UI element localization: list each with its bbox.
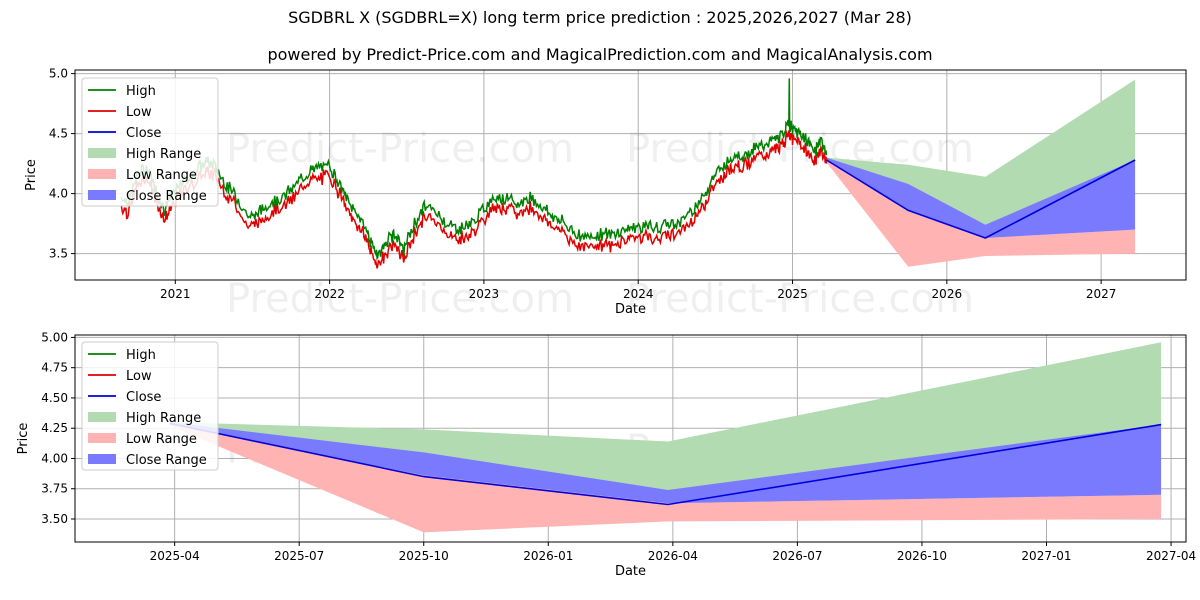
x-tick-label: 2026 <box>932 287 963 301</box>
y-tick-label: 4.25 <box>41 421 68 435</box>
close-range-band <box>169 422 1162 504</box>
watermark: Predict-Price.com <box>226 126 574 172</box>
close-forecast-line <box>169 422 1162 506</box>
watermark: Predict-Price.com <box>226 276 574 322</box>
high-price-line <box>120 78 828 261</box>
legend-high-label: High <box>126 348 156 363</box>
x-tick-label: 2024 <box>623 287 654 301</box>
x-tick-label: 2027 <box>1086 287 1117 301</box>
x-tick-label: 2025-07 <box>274 549 324 563</box>
y-tick-label: 5.0 <box>49 67 68 81</box>
y-tick-label: 4.0 <box>49 187 68 201</box>
x-tick-label: 2026-04 <box>648 549 698 563</box>
legend-high-range-label: High Range <box>126 147 201 162</box>
y-tick-label: 4.75 <box>41 361 68 375</box>
x-tick-label: 2021 <box>160 287 191 301</box>
legend-low-range-label: Low Range <box>126 168 197 183</box>
x-tick-label: 2027-01 <box>1021 549 1071 563</box>
legend-low-range-label: Low Range <box>126 432 197 447</box>
watermark: Predict-Price.com <box>626 276 974 322</box>
plot-frame <box>74 69 1187 281</box>
y-axis-label: Price <box>24 159 39 191</box>
x-axis-label: Date <box>615 564 646 579</box>
y-tick-label: 4.00 <box>41 451 68 465</box>
legend-close-label: Close <box>126 126 161 141</box>
legend-close-range-label: Close Range <box>126 189 207 204</box>
y-tick-label: 3.75 <box>41 482 68 496</box>
y-tick-label: 3.5 <box>49 247 68 261</box>
chart-title: SGDBRL X (SGDBRL=X) long term price pred… <box>288 8 912 27</box>
y-tick-label: 4.50 <box>41 391 68 405</box>
x-tick-label: 2027-04 <box>1146 549 1196 563</box>
y-tick-label: 5.00 <box>41 330 68 344</box>
legend-low-range-swatch <box>88 169 116 179</box>
legend-close-label: Close <box>126 390 161 405</box>
legend-low-range-swatch <box>88 433 116 443</box>
legend-close-range-label: Close Range <box>126 453 207 468</box>
plot-frame <box>74 334 1187 543</box>
x-tick-label: 2025-04 <box>150 549 200 563</box>
low-range-band <box>169 424 1162 533</box>
legend-close-range-swatch <box>88 190 116 200</box>
x-tick-label: 2025-10 <box>399 549 449 563</box>
legend-low-label: Low <box>126 105 152 120</box>
low-range-band <box>826 160 1136 267</box>
x-tick-label: 2026-10 <box>897 549 947 563</box>
legend-low-label: Low <box>126 369 152 384</box>
x-tick-label: 2026-01 <box>523 549 573 563</box>
chart-subtitle: powered by Predict-Price.com and Magical… <box>267 45 933 64</box>
x-axis-label: Date <box>615 302 646 317</box>
legend-high-range-swatch <box>88 412 116 422</box>
y-tick-label: 4.5 <box>49 127 68 141</box>
legend-high-label: High <box>126 84 156 99</box>
x-tick-label: 2022 <box>314 287 345 301</box>
legend-high-range-label: High Range <box>126 411 201 426</box>
x-tick-label: 2025 <box>777 287 808 301</box>
legend-high-range-swatch <box>88 148 116 158</box>
legend-close-range-swatch <box>88 454 116 464</box>
y-tick-label: 3.50 <box>41 512 68 526</box>
y-axis-label: Price <box>16 423 31 455</box>
close-forecast-line <box>826 159 1136 239</box>
x-tick-label: 2023 <box>469 287 500 301</box>
x-tick-label: 2026-07 <box>772 549 822 563</box>
low-price-line <box>120 129 828 269</box>
close-range-band <box>826 157 1136 238</box>
